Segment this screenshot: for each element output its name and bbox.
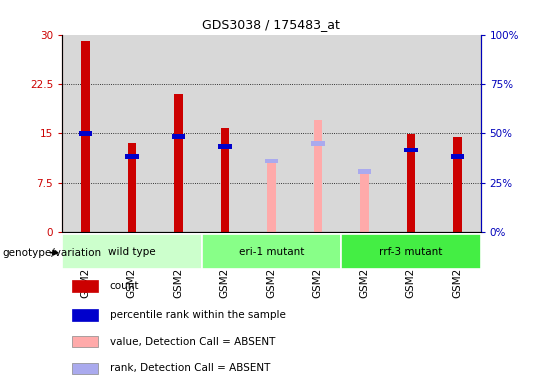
Bar — [127, 143, 136, 232]
Text: value, Detection Call = ABSENT: value, Detection Call = ABSENT — [110, 337, 275, 347]
Bar — [404, 147, 417, 152]
Bar — [201, 35, 248, 232]
Bar — [451, 154, 464, 159]
Bar — [62, 35, 109, 232]
Bar — [267, 163, 275, 232]
Bar — [79, 131, 92, 136]
Bar — [81, 41, 90, 232]
Bar — [62, 234, 201, 269]
Bar — [341, 234, 481, 269]
Bar — [295, 35, 341, 232]
Bar — [311, 141, 325, 146]
Text: rrf-3 mutant: rrf-3 mutant — [379, 247, 443, 257]
Bar — [72, 310, 98, 321]
Bar — [72, 280, 98, 291]
Bar — [109, 35, 155, 232]
Bar — [265, 159, 278, 164]
Bar — [357, 169, 371, 174]
Bar — [72, 363, 98, 374]
Text: rank, Detection Call = ABSENT: rank, Detection Call = ABSENT — [110, 363, 270, 373]
Text: genotype/variation: genotype/variation — [3, 248, 102, 258]
Bar — [360, 173, 368, 232]
Text: wild type: wild type — [108, 247, 156, 257]
Text: percentile rank within the sample: percentile rank within the sample — [110, 310, 286, 320]
Title: GDS3038 / 175483_at: GDS3038 / 175483_at — [202, 18, 340, 31]
Bar — [172, 134, 185, 139]
Bar — [248, 35, 295, 232]
Bar — [221, 128, 229, 232]
Bar — [341, 35, 388, 232]
Bar — [407, 134, 415, 232]
Bar — [314, 120, 322, 232]
Bar — [453, 137, 462, 232]
Bar — [72, 336, 98, 347]
Bar — [174, 94, 183, 232]
Bar — [218, 144, 232, 149]
Bar — [125, 154, 139, 159]
Bar — [155, 35, 201, 232]
Text: count: count — [110, 281, 139, 291]
Bar — [201, 234, 341, 269]
Bar — [388, 35, 434, 232]
Bar — [434, 35, 481, 232]
Text: eri-1 mutant: eri-1 mutant — [239, 247, 304, 257]
